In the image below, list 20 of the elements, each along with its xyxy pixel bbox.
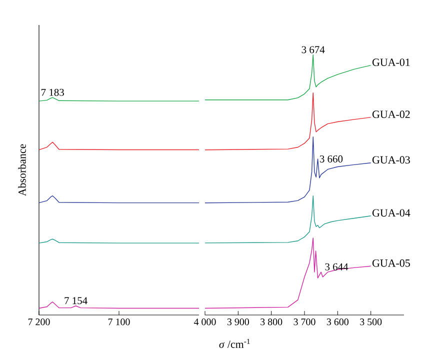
annotation: 3 674: [302, 46, 325, 54]
annotation: 7 154: [64, 297, 88, 304]
x-tick-label: 3 800: [260, 318, 282, 326]
series-label: GUA-03: [372, 156, 410, 164]
x-tick-label: 7 200: [28, 318, 50, 326]
x-axis-title: σ /cm$^{-1}$: [219, 338, 250, 348]
y-axis-title: Absorbance: [18, 144, 26, 196]
x-tick-label: 4 000: [194, 318, 216, 326]
series-label: GUA-02: [372, 110, 410, 118]
series-label: GUA-05: [372, 259, 410, 267]
annotation: 3 660: [320, 155, 343, 162]
x-tick-label: 7 100: [108, 318, 130, 326]
x-tick-label: 3 600: [326, 318, 348, 326]
annotation: 3 644: [325, 263, 348, 270]
series-label: GUA-01: [372, 58, 410, 66]
series-label: GUA-04: [372, 209, 410, 217]
x-tick-label: 3 700: [294, 318, 316, 326]
x-tick-label: 3 500: [360, 318, 382, 326]
x-tick-label: 3 900: [227, 318, 249, 326]
annotation: 7 183: [42, 88, 64, 96]
